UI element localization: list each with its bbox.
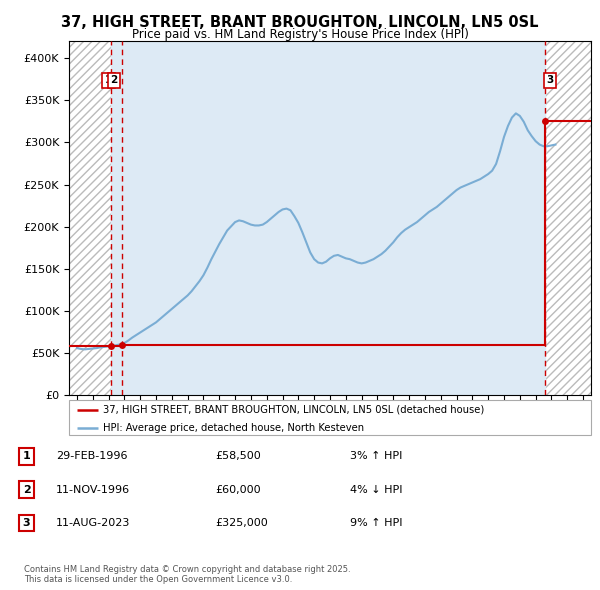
Text: 11-AUG-2023: 11-AUG-2023 bbox=[56, 518, 130, 528]
Text: 37, HIGH STREET, BRANT BROUGHTON, LINCOLN, LN5 0SL (detached house): 37, HIGH STREET, BRANT BROUGHTON, LINCOL… bbox=[103, 405, 484, 415]
Text: Contains HM Land Registry data © Crown copyright and database right 2025.
This d: Contains HM Land Registry data © Crown c… bbox=[24, 565, 350, 584]
Text: 4% ↓ HPI: 4% ↓ HPI bbox=[350, 485, 402, 494]
Text: 3: 3 bbox=[547, 76, 554, 85]
Text: £60,000: £60,000 bbox=[216, 485, 262, 494]
FancyBboxPatch shape bbox=[69, 400, 591, 435]
Text: 1: 1 bbox=[104, 76, 112, 85]
Text: 1: 1 bbox=[23, 451, 31, 461]
Text: 11-NOV-1996: 11-NOV-1996 bbox=[56, 485, 130, 494]
Text: 3% ↑ HPI: 3% ↑ HPI bbox=[350, 451, 402, 461]
Text: 2: 2 bbox=[23, 485, 31, 494]
Text: 37, HIGH STREET, BRANT BROUGHTON, LINCOLN, LN5 0SL: 37, HIGH STREET, BRANT BROUGHTON, LINCOL… bbox=[61, 15, 539, 30]
Text: Price paid vs. HM Land Registry's House Price Index (HPI): Price paid vs. HM Land Registry's House … bbox=[131, 28, 469, 41]
Text: £325,000: £325,000 bbox=[216, 518, 268, 528]
Text: 2: 2 bbox=[110, 76, 118, 85]
Text: 9% ↑ HPI: 9% ↑ HPI bbox=[350, 518, 402, 528]
Text: £58,500: £58,500 bbox=[216, 451, 262, 461]
Text: 3: 3 bbox=[23, 518, 31, 528]
Text: 29-FEB-1996: 29-FEB-1996 bbox=[56, 451, 127, 461]
Bar bbox=[111, 41, 545, 395]
Text: HPI: Average price, detached house, North Kesteven: HPI: Average price, detached house, Nort… bbox=[103, 422, 364, 432]
